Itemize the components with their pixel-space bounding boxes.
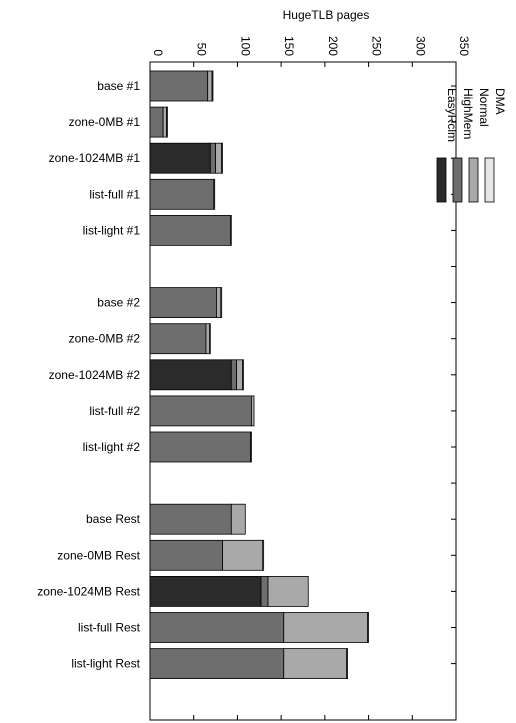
- plot-frame: [149, 61, 457, 721]
- bar-segment-easyrclm: [149, 576, 262, 607]
- bar-segment-normal: [222, 539, 264, 571]
- category-label: zone-0MB #2: [69, 332, 141, 346]
- category-label: list-light #2: [83, 440, 141, 454]
- bar-segment-highmem: [260, 576, 269, 607]
- bar-segment-dma: [220, 287, 223, 319]
- bar-segment-normal: [283, 612, 369, 643]
- bar-segment-highmem: [149, 503, 232, 535]
- category-label: zone-0MB Rest: [57, 548, 140, 562]
- bar-segment-highmem: [149, 431, 251, 463]
- category-label: base #2: [97, 296, 140, 310]
- bar-segment-normal: [213, 178, 216, 210]
- bar-segment-normal: [162, 106, 168, 138]
- bar-segment-dma: [346, 648, 348, 679]
- bar-segment-highmem: [209, 142, 216, 174]
- bar-segment-highmem: [149, 178, 215, 210]
- bars: [149, 70, 369, 679]
- legend-swatch-easyrclm: [436, 157, 447, 203]
- bar-segment-normal: [230, 503, 246, 535]
- chart-title: HugeTLB pages: [283, 8, 370, 22]
- category-label: zone-1024MB Rest: [37, 584, 140, 598]
- bar-segment-normal: [267, 576, 309, 607]
- x-tick-label-top: 100: [238, 36, 252, 56]
- category-label: base Rest: [86, 512, 141, 526]
- bar-segment-dma: [242, 359, 244, 391]
- bar-segment-highmem: [149, 648, 285, 679]
- x-axis-tick-labels: 0050501001001501502002002502503003003503…: [151, 36, 471, 57]
- bar-segment-highmem: [149, 612, 285, 643]
- legend-swatch-highmem: [452, 157, 463, 203]
- category-label: list-full #1: [89, 187, 140, 201]
- x-tick-label-top: 200: [326, 36, 340, 56]
- bar-segment-normal: [215, 142, 223, 174]
- bar-segment-dma: [367, 612, 369, 643]
- bar-segment-dma: [211, 70, 214, 102]
- category-label: zone-1024MB #2: [49, 368, 141, 382]
- bar-segment-highmem: [149, 539, 223, 571]
- bar-segment-normal: [207, 70, 213, 102]
- bar-segment-highmem: [230, 359, 237, 391]
- x-tick-label-top: 350: [457, 36, 471, 56]
- x-axis-ticks: [149, 62, 457, 720]
- x-tick-label-top: 50: [195, 43, 209, 57]
- bar-segment-easyrclm: [149, 359, 232, 391]
- bar-segment-highmem: [149, 214, 231, 246]
- legend-label-highmem: HighMem: [461, 88, 475, 139]
- bar-segment-highmem: [149, 106, 164, 138]
- bar-segment-normal: [230, 214, 232, 246]
- bar-segment-normal: [250, 431, 252, 463]
- bar-segment-normal: [251, 395, 255, 427]
- legend-label-dma: DMA: [493, 88, 507, 115]
- bar-segment-normal: [236, 359, 244, 391]
- x-tick-label-top: 0: [151, 49, 165, 56]
- x-tick-label-top: 150: [282, 36, 296, 56]
- category-label: list-full #2: [89, 404, 140, 418]
- bar-segment-highmem: [149, 287, 217, 319]
- bar-segment-normal: [205, 323, 210, 355]
- legend-swatch-dma: [484, 157, 495, 203]
- category-labels: base #1 zone-0MB #1 zone-1024MB #1 list-ful…: [37, 79, 140, 671]
- bar-segment-normal: [216, 287, 222, 319]
- category-label: zone-0MB #1: [69, 115, 141, 129]
- legend-label-easyrclm: EasyRclm: [445, 88, 459, 142]
- legend-label-normal: Normal: [477, 88, 491, 127]
- bar-segment-dma: [166, 106, 168, 138]
- legend-swatch-normal: [468, 157, 479, 203]
- bar-segment-highmem: [149, 323, 207, 355]
- category-label: list-full Rest: [78, 621, 141, 635]
- bar-segment-dma: [221, 142, 223, 174]
- bar-segment-dma: [262, 539, 265, 571]
- x-tick-label-top: 300: [413, 36, 427, 56]
- bar-segment-dma: [209, 323, 211, 355]
- category-label: zone-1024MB #1: [49, 151, 141, 165]
- bar-segment-easyrclm: [149, 142, 211, 174]
- category-label: base #1: [97, 79, 140, 93]
- bar-segment-normal: [283, 648, 348, 679]
- bar-segment-highmem: [149, 70, 209, 102]
- category-label: list-light Rest: [71, 657, 140, 671]
- x-tick-label-top: 250: [370, 36, 384, 56]
- category-label: list-light #1: [83, 223, 141, 237]
- bar-segment-highmem: [149, 395, 252, 427]
